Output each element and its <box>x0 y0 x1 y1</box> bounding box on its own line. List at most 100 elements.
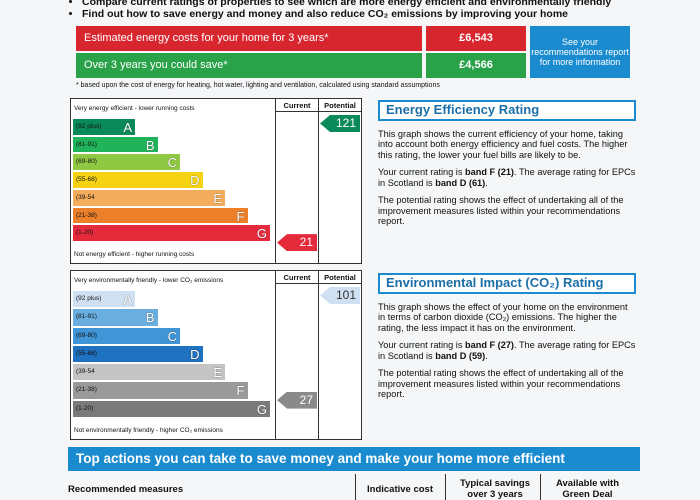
band: (69-80) C <box>73 327 180 344</box>
band-letter: F <box>236 383 245 399</box>
divider <box>445 474 446 500</box>
text-run: Your current rating is <box>378 167 465 177</box>
col-divider <box>275 99 276 263</box>
column-header: Potential <box>324 101 356 110</box>
bullet-list: Compare current ratings of properties to… <box>68 0 611 20</box>
band-letter: D <box>190 346 200 362</box>
cost-value: £4,566 <box>426 53 526 78</box>
band-range: (39-54 <box>76 368 95 376</box>
column-header: Typical savings over 3 years <box>459 478 531 500</box>
divider <box>355 474 356 500</box>
col-divider <box>318 99 319 263</box>
band: (1-20) G <box>73 225 270 241</box>
paragraph: The potential rating shows the effect of… <box>378 195 636 227</box>
text-run: . The average rating for EPCs in Scotlan… <box>378 167 636 188</box>
column-header: Recommended measures <box>68 484 184 495</box>
paragraph: This graph shows the current efficiency … <box>378 129 636 161</box>
paragraph: Your current rating is band F (27). The … <box>378 340 636 361</box>
band: (69-80) C <box>73 154 180 170</box>
band: (92 plus) A <box>73 119 135 135</box>
band-letter: G <box>256 226 267 242</box>
band-range: (1-20) <box>76 404 94 412</box>
paragraph: Your current rating is band F (21). The … <box>378 167 636 188</box>
text-run: The potential rating shows the effect of… <box>378 368 624 399</box>
band: (55-68) D <box>73 345 203 363</box>
text-run: This graph shows the current efficiency … <box>378 128 628 160</box>
band-letter: B <box>145 137 155 153</box>
bullets: Compare current ratings of properties to… <box>68 0 611 20</box>
band-range: (69-80) <box>76 158 97 166</box>
band-letter: B <box>145 310 155 326</box>
band-letter: E <box>213 190 222 206</box>
band-letter: A <box>123 292 132 307</box>
potential-rating: 121 <box>320 115 360 132</box>
paragraph: The potential rating shows the effect of… <box>378 368 636 400</box>
divider <box>540 474 541 500</box>
rating-panel: Energy Efficiency Rating This graph shows… <box>378 100 636 234</box>
actions-banner: Top actions you can take to save money a… <box>68 447 640 471</box>
rating-panel: Environmental Impact (CO₂) Rating This gr… <box>378 273 636 407</box>
band-range: (92 plus) <box>76 295 102 302</box>
text-run: The potential rating shows the effect of… <box>378 195 624 226</box>
col-divider <box>275 271 276 439</box>
band-range: (81-91) <box>76 140 97 148</box>
emphasis: band F (27) <box>464 340 514 350</box>
col-divider <box>318 271 319 439</box>
band-letter: F <box>236 208 245 224</box>
top-label: Very energy efficient - lower running co… <box>74 105 195 112</box>
band: (92 plus) A <box>73 291 135 308</box>
band-letter: G <box>256 401 267 417</box>
cost-value: £6,543 <box>426 26 526 51</box>
band: (81-91) B <box>73 309 158 326</box>
header-rule <box>275 111 361 112</box>
band: (1-20) G <box>73 400 270 417</box>
column-header: Indicative cost <box>367 484 433 495</box>
band-letter: D <box>190 173 200 189</box>
band-range: (21-38) <box>76 211 97 219</box>
band: (39-54 E <box>73 189 225 206</box>
band-letter: E <box>213 365 222 381</box>
current-rating: 21 <box>277 234 317 252</box>
band: (81-91) B <box>73 136 158 153</box>
text-run: . <box>485 350 488 361</box>
column-header: Available with Green Deal <box>556 478 619 500</box>
band: (21-38) F <box>73 382 248 399</box>
current-rating: 27 <box>277 391 317 409</box>
band: (55-68) D <box>73 172 203 188</box>
text-run: . The average rating for EPCs in Scotlan… <box>378 340 636 361</box>
column-header: Potential <box>324 273 356 282</box>
recommendation-note: See your recommendations report for more… <box>530 26 630 78</box>
band-range: (55-68) <box>76 176 97 184</box>
band-range: (69-80) <box>76 331 97 339</box>
band: (39-54 E <box>73 364 225 381</box>
header-rule <box>275 283 361 284</box>
band-letter: A <box>123 120 132 135</box>
band-letter: C <box>167 155 177 171</box>
panel-heading: Energy Efficiency Rating <box>378 100 636 121</box>
band: (21-38) F <box>73 207 248 224</box>
bottom-label: Not energy efficient - higher running co… <box>74 251 195 258</box>
band-letter: C <box>167 328 177 344</box>
bottom-label: Not environmentally friendly - higher CO… <box>74 427 223 434</box>
band-range: (55-68) <box>76 349 97 357</box>
bullet: Compare current ratings of properties to… <box>82 0 611 8</box>
band-range: (81-91) <box>76 313 97 321</box>
column-header: Current <box>283 273 311 282</box>
band-range: (1-20) <box>76 229 94 237</box>
band-range: (39-54 <box>76 193 95 201</box>
band-range: (21-38) <box>76 386 97 394</box>
bullet: Find out how to save energy and money an… <box>82 8 611 20</box>
text-run: Your current rating is <box>378 340 465 350</box>
band-range: (92 plus) <box>76 123 102 130</box>
footnote: * based upon the cost of energy for heat… <box>76 82 440 89</box>
emphasis: band D (59) <box>435 350 486 361</box>
paragraph: This graph shows the effect of your home… <box>378 302 636 334</box>
rating-chart: Very environmentally friendly - lower CO… <box>70 270 362 440</box>
rating-chart: Very energy efficient - lower running co… <box>70 98 362 264</box>
emphasis: band F (21) <box>464 167 514 177</box>
text-run: This graph shows the effect of your home… <box>378 301 628 333</box>
cost-label: Over 3 years you could save* <box>76 53 422 78</box>
cost-label: Estimated energy costs for your home for… <box>76 26 422 51</box>
text-run: . <box>485 177 488 188</box>
